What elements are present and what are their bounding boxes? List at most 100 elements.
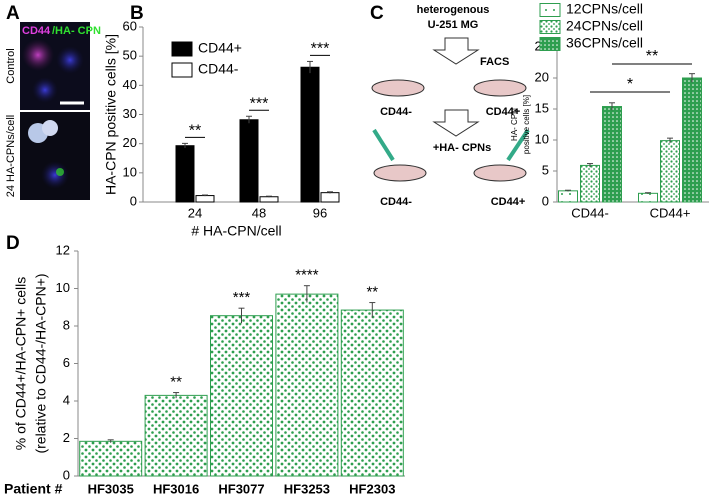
bar xyxy=(259,196,279,203)
bar xyxy=(580,164,600,203)
panel-label: C xyxy=(370,3,384,24)
legend-label: CD44- xyxy=(198,61,239,77)
x-tick-label: HF3016 xyxy=(153,481,199,496)
x-tick-label: 96 xyxy=(313,205,327,220)
significance: *** xyxy=(250,95,269,112)
legend-swatch xyxy=(171,62,193,78)
x-tick-label: HF3253 xyxy=(284,481,330,496)
y-tick-label: 8 xyxy=(63,317,70,332)
diagram: C heterogenous U-251 MG FACS CD44- CD44+… xyxy=(370,3,530,208)
diagram-text: FACS xyxy=(480,56,509,68)
y-axis-label: HA- CPN xyxy=(510,108,519,141)
legend-label: CD44+ xyxy=(198,40,242,56)
x-tick-label: HF3077 xyxy=(218,481,264,496)
y-tick-label: 2 xyxy=(63,430,70,445)
bar xyxy=(79,440,143,477)
cell xyxy=(32,77,58,103)
y-tick-label: 10 xyxy=(56,280,70,295)
y-tick-label: 12 xyxy=(56,242,70,257)
panel-label: D xyxy=(6,233,20,254)
x-axis-label: Patient # xyxy=(4,481,63,497)
significance: *** xyxy=(311,41,330,58)
diagram-text: CD44- xyxy=(380,106,412,118)
legend-swatch xyxy=(539,3,561,17)
diagram-text: CD44- xyxy=(380,196,412,208)
dish xyxy=(373,164,427,182)
diagram-text: +HA- CPNs xyxy=(433,142,491,154)
diagram-text: U-251 MG xyxy=(428,19,479,31)
y-axis-label: HA-CPN positive cells [%] xyxy=(103,34,119,195)
y-tick-label: 40 xyxy=(123,77,137,92)
significance: *** xyxy=(233,289,251,306)
legend-label: 24CPNs/cell xyxy=(566,18,643,34)
y-tick-label: 0 xyxy=(130,193,137,208)
y-tick-label: 6 xyxy=(63,355,70,370)
x-tick-label: HF2303 xyxy=(349,481,395,496)
row-label: 24 HA-CPNs/cell xyxy=(5,115,17,198)
legend-swatch xyxy=(539,37,561,51)
legend-swatch xyxy=(539,20,561,34)
arrow xyxy=(432,109,480,137)
diagram-text: heterogenous xyxy=(417,4,490,16)
y-axis-label: (relative to CD44-/HA-CPN+) xyxy=(33,273,49,453)
y-tick-label: 20 xyxy=(123,135,137,150)
legend-swatch xyxy=(171,41,193,57)
y-tick-label: 10 xyxy=(123,164,137,179)
bar xyxy=(239,119,259,203)
y-tick-label: 50 xyxy=(123,48,137,63)
x-tick-label: HF3035 xyxy=(88,481,134,496)
arrow xyxy=(432,37,480,65)
bar xyxy=(638,192,658,203)
x-axis-label: # HA-CPN/cell xyxy=(191,223,281,239)
dish xyxy=(473,79,527,97)
y-tick-label: 30 xyxy=(123,106,137,121)
y-tick-label: 0 xyxy=(63,467,70,482)
row-label: Control xyxy=(5,48,17,83)
legend-label: 36CPNs/cell xyxy=(566,35,643,51)
cell xyxy=(56,46,84,74)
cell xyxy=(42,120,58,136)
bar xyxy=(682,77,702,203)
diagram-text: CD44+ xyxy=(491,196,526,208)
y-tick-label: 4 xyxy=(63,392,70,407)
bar xyxy=(558,190,578,203)
bar xyxy=(602,106,622,203)
bar xyxy=(340,309,404,477)
stain-label: /HA- CPN xyxy=(52,25,101,37)
y-axis-label: positive cells [%] xyxy=(522,95,531,154)
panel-label: A xyxy=(6,3,20,24)
x-tick-label: CD44- xyxy=(571,205,609,220)
bar xyxy=(320,192,340,203)
dish xyxy=(371,79,425,97)
stain-label: CD44 xyxy=(22,25,51,37)
bar xyxy=(660,140,680,203)
bar xyxy=(300,66,320,203)
x-tick-label: 24 xyxy=(188,205,202,220)
significance: ** xyxy=(646,48,658,65)
y-tick-label: 20 xyxy=(535,69,549,84)
bar xyxy=(210,315,273,477)
dish xyxy=(473,164,527,182)
significance: ** xyxy=(189,123,201,140)
bar xyxy=(195,195,215,203)
panel-label: B xyxy=(130,3,144,24)
bar xyxy=(175,145,195,203)
y-tick-label: 0 xyxy=(542,193,549,208)
legend-label: 12CPNs/cell xyxy=(566,1,643,17)
bar xyxy=(144,394,208,477)
pipette xyxy=(506,128,530,162)
y-tick-label: 5 xyxy=(542,162,549,177)
x-tick-label: 48 xyxy=(252,205,266,220)
pipette xyxy=(372,128,395,162)
significance: ** xyxy=(170,374,182,391)
significance: * xyxy=(627,76,633,93)
y-axis-label: % of CD44+/HA-CPN+ cells xyxy=(13,277,29,451)
particles xyxy=(56,168,64,176)
y-tick-label: 15 xyxy=(535,100,549,115)
bar xyxy=(275,293,339,477)
x-tick-label: CD44+ xyxy=(650,205,691,220)
significance: **** xyxy=(295,267,319,284)
diagram-text: CD44+ xyxy=(486,106,521,118)
cell xyxy=(22,39,54,71)
